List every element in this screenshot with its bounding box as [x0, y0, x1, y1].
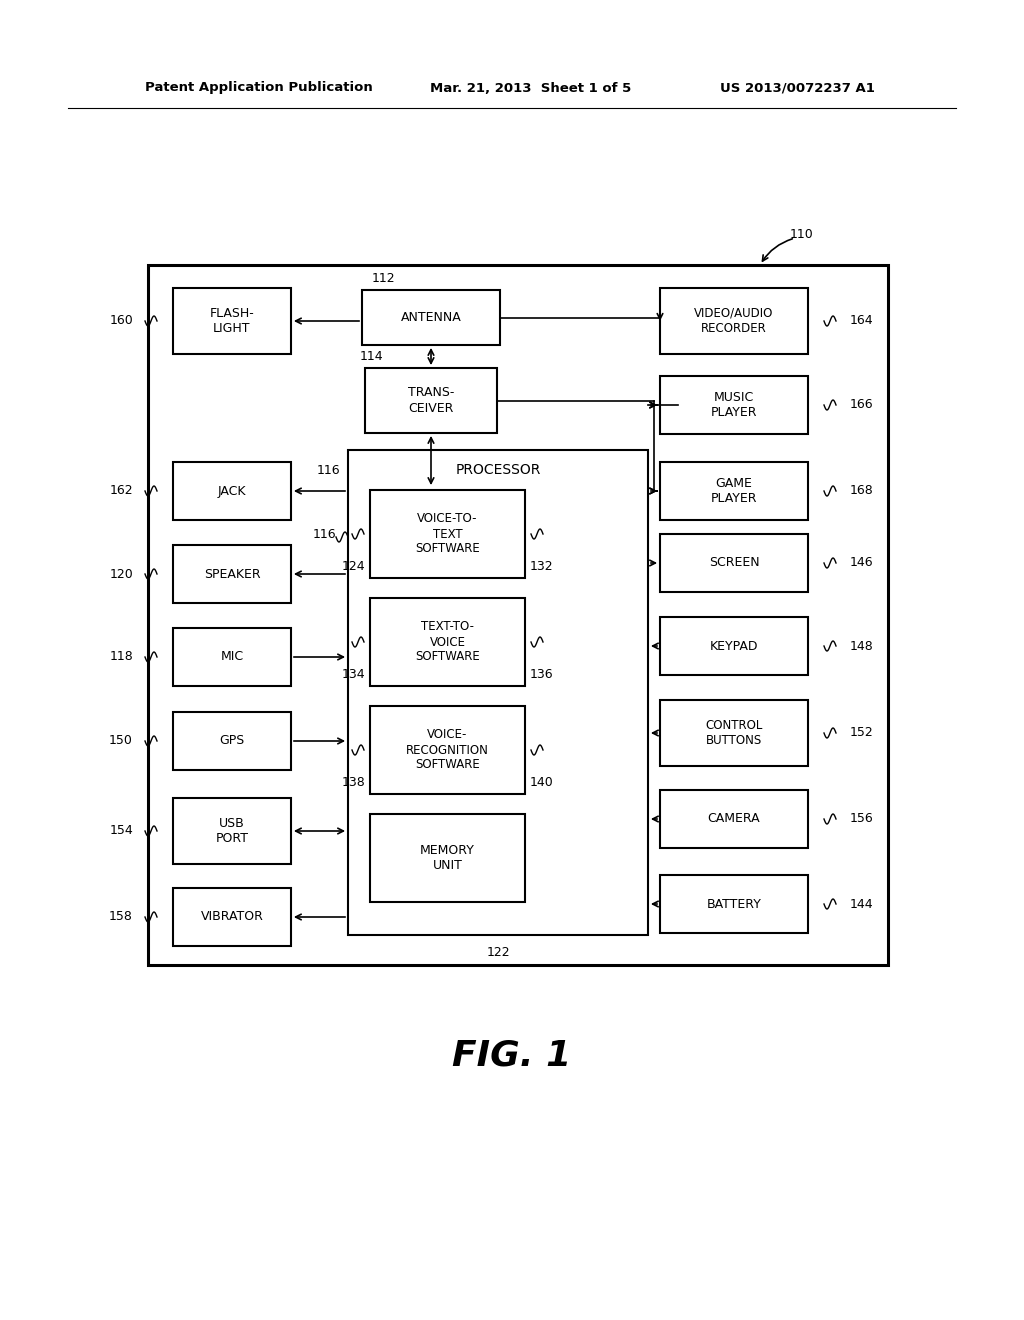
Text: 160: 160	[110, 314, 133, 327]
Text: 116: 116	[312, 528, 336, 541]
Bar	[173, 288, 291, 354]
Text: TRANS-
CEIVER: TRANS- CEIVER	[408, 387, 455, 414]
Text: 148: 148	[850, 639, 873, 652]
Text: 136: 136	[530, 668, 554, 681]
Bar	[370, 490, 525, 578]
Text: 114: 114	[360, 350, 384, 363]
Text: 116: 116	[316, 465, 340, 478]
Bar	[660, 700, 808, 766]
Text: KEYPAD: KEYPAD	[710, 639, 758, 652]
Text: 118: 118	[110, 651, 133, 664]
Text: 150: 150	[110, 734, 133, 747]
Text: 122: 122	[486, 946, 510, 960]
Bar	[370, 598, 525, 686]
Bar	[660, 875, 808, 933]
Text: JACK: JACK	[218, 484, 246, 498]
Text: 164: 164	[850, 314, 873, 327]
Text: 146: 146	[850, 557, 873, 569]
Bar	[348, 450, 648, 935]
Text: 120: 120	[110, 568, 133, 581]
Text: 134: 134	[341, 668, 365, 681]
Text: USB
PORT: USB PORT	[215, 817, 249, 845]
Text: Mar. 21, 2013  Sheet 1 of 5: Mar. 21, 2013 Sheet 1 of 5	[430, 82, 631, 95]
Bar	[660, 288, 808, 354]
Text: MIC: MIC	[220, 651, 244, 664]
Text: FIG. 1: FIG. 1	[453, 1038, 571, 1072]
Text: VIBRATOR: VIBRATOR	[201, 911, 263, 924]
Text: GPS: GPS	[219, 734, 245, 747]
Bar	[173, 628, 291, 686]
Text: 110: 110	[790, 228, 814, 242]
Text: FLASH-
LIGHT: FLASH- LIGHT	[210, 308, 254, 335]
Text: VOICE-TO-
TEXT
SOFTWARE: VOICE-TO- TEXT SOFTWARE	[415, 512, 480, 556]
Text: 112: 112	[372, 272, 395, 285]
Text: 124: 124	[341, 560, 365, 573]
Text: VIDEO/AUDIO
RECORDER: VIDEO/AUDIO RECORDER	[694, 308, 774, 335]
Text: ANTENNA: ANTENNA	[400, 312, 462, 323]
Bar	[660, 376, 808, 434]
Bar	[660, 789, 808, 847]
Bar	[148, 265, 888, 965]
Text: Patent Application Publication: Patent Application Publication	[145, 82, 373, 95]
Bar	[660, 462, 808, 520]
Text: 152: 152	[850, 726, 873, 739]
Bar	[660, 616, 808, 675]
Bar	[173, 711, 291, 770]
Bar	[370, 706, 525, 795]
Bar	[173, 545, 291, 603]
Text: MUSIC
PLAYER: MUSIC PLAYER	[711, 391, 758, 418]
Text: VOICE-
RECOGNITION
SOFTWARE: VOICE- RECOGNITION SOFTWARE	[407, 729, 488, 771]
Text: 156: 156	[850, 813, 873, 825]
Bar	[173, 462, 291, 520]
Text: MEMORY
UNIT: MEMORY UNIT	[420, 843, 475, 873]
Text: 168: 168	[850, 484, 873, 498]
Text: SPEAKER: SPEAKER	[204, 568, 260, 581]
Text: US 2013/0072237 A1: US 2013/0072237 A1	[720, 82, 874, 95]
Text: 162: 162	[110, 484, 133, 498]
Text: SCREEN: SCREEN	[709, 557, 760, 569]
Text: 140: 140	[530, 776, 554, 788]
Text: CONTROL
BUTTONS: CONTROL BUTTONS	[706, 719, 763, 747]
Text: BATTERY: BATTERY	[707, 898, 762, 911]
Text: GAME
PLAYER: GAME PLAYER	[711, 477, 758, 506]
Text: 158: 158	[110, 911, 133, 924]
Text: 138: 138	[341, 776, 365, 788]
Bar	[362, 290, 500, 345]
Text: CAMERA: CAMERA	[708, 813, 760, 825]
Bar	[370, 814, 525, 902]
Bar	[173, 888, 291, 946]
Text: 166: 166	[850, 399, 873, 412]
Text: 144: 144	[850, 898, 873, 911]
Text: TEXT-TO-
VOICE
SOFTWARE: TEXT-TO- VOICE SOFTWARE	[415, 620, 480, 664]
Bar	[660, 535, 808, 591]
Text: 154: 154	[110, 825, 133, 837]
Text: 132: 132	[530, 560, 554, 573]
Bar	[365, 368, 497, 433]
Bar	[173, 799, 291, 865]
Text: PROCESSOR: PROCESSOR	[456, 463, 541, 477]
